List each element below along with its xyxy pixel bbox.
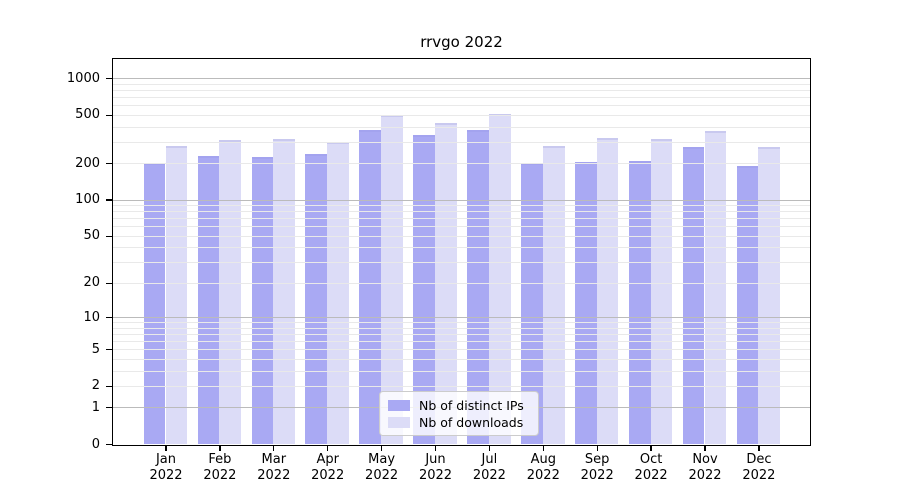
- y-tick-label-1000: 1000: [66, 70, 100, 86]
- bar-distinct-ips-nov: [682, 146, 705, 444]
- x-tick-jun: [434, 446, 437, 451]
- y-tick-20: [106, 282, 113, 285]
- x-tick-nov: [704, 446, 706, 451]
- bar-distinct-ips-jan: [143, 163, 166, 444]
- bar-downloads-sep: [596, 138, 619, 444]
- y-tick-label-200: 200: [75, 155, 100, 171]
- legend-label-distinct-ips: Nb of distinct IPs: [419, 397, 524, 413]
- y-tick-label-500: 500: [75, 107, 100, 123]
- y-tick-label-50: 50: [83, 228, 100, 244]
- legend-label-downloads: Nb of downloads: [419, 414, 524, 430]
- bar-distinct-ips-sep: [574, 161, 597, 444]
- y-tick-1: [106, 407, 113, 409]
- x-tick-label-mar: Mar 2022: [257, 452, 291, 483]
- bar-distinct-ips-oct: [628, 161, 651, 444]
- y-tick-label-10: 10: [83, 309, 100, 325]
- x-tick-label-jun: Jun 2022: [418, 452, 453, 483]
- x-tick-label-nov: Nov 2022: [688, 452, 722, 483]
- x-tick-jul: [488, 446, 491, 451]
- bars-layer: [113, 59, 810, 445]
- y-tick-100: [106, 199, 113, 201]
- x-tick-label-sep: Sep 2022: [580, 452, 614, 483]
- bar-distinct-ips-mar: [251, 157, 274, 444]
- y-tick-label-2: 2: [91, 378, 100, 394]
- x-tick-mar: [273, 446, 275, 451]
- bar-downloads-feb: [219, 140, 242, 444]
- bar-distinct-ips-jun: [413, 135, 435, 444]
- plot-area: Nb of distinct IPs Nb of downloads: [112, 58, 811, 446]
- x-tick-dec: [758, 446, 760, 451]
- y-tick-2: [106, 385, 113, 388]
- x-tick-oct: [650, 446, 652, 451]
- bar-downloads-mar: [273, 138, 296, 444]
- x-tick-label-apr: Apr 2022: [311, 452, 345, 483]
- legend: Nb of distinct IPs Nb of downloads: [379, 391, 539, 436]
- bar-downloads-nov: [704, 130, 727, 444]
- y-tick-label-20: 20: [83, 275, 100, 291]
- x-tick-may: [380, 446, 383, 451]
- bar-downloads-dec: [758, 146, 781, 444]
- legend-item-distinct-ips: Nb of distinct IPs: [388, 397, 530, 414]
- x-tick-apr: [327, 446, 329, 451]
- y-tick-10: [106, 316, 113, 319]
- x-tick-label-oct: Oct 2022: [634, 452, 668, 483]
- y-tick-label-1: 1: [91, 399, 100, 415]
- y-tick-label-0: 0: [91, 436, 100, 452]
- x-tick-label-jul: Jul 2022: [472, 452, 506, 483]
- x-tick-aug: [542, 446, 544, 451]
- y-tick-label-100: 100: [75, 192, 100, 208]
- bar-distinct-ips-dec: [736, 165, 759, 444]
- y-tick-1000: [106, 78, 113, 80]
- bar-distinct-ips-apr: [305, 153, 328, 444]
- legend-item-downloads: Nb of downloads: [388, 414, 530, 431]
- x-tick-jan: [165, 446, 167, 451]
- y-tick-0: [106, 443, 113, 446]
- x-tick-label-feb: Feb 2022: [203, 452, 237, 483]
- y-tick-5: [106, 348, 113, 351]
- y-tick-50: [106, 235, 113, 238]
- bar-distinct-ips-may: [359, 129, 382, 444]
- bar-downloads-aug: [542, 146, 565, 444]
- x-tick-label-jan: Jan 2022: [149, 452, 183, 483]
- bar-downloads-oct: [650, 138, 673, 444]
- legend-swatch-distinct-ips: [388, 400, 410, 411]
- y-tick-label-5: 5: [91, 341, 100, 357]
- x-tick-feb: [219, 446, 221, 451]
- x-tick-label-may: May 2022: [365, 452, 399, 483]
- y-tick-500: [106, 114, 113, 117]
- y-tick-200: [106, 163, 113, 165]
- x-tick-sep: [596, 446, 598, 451]
- x-tick-label-aug: Aug 2022: [526, 452, 560, 483]
- legend-swatch-downloads: [388, 417, 410, 428]
- bar-distinct-ips-jul: [467, 129, 489, 444]
- chart-title: rrvgo 2022: [420, 33, 503, 51]
- bar-downloads-jan: [165, 146, 188, 444]
- bar-downloads-apr: [327, 142, 349, 444]
- bar-distinct-ips-feb: [197, 156, 220, 444]
- x-tick-label-dec: Dec 2022: [742, 452, 776, 483]
